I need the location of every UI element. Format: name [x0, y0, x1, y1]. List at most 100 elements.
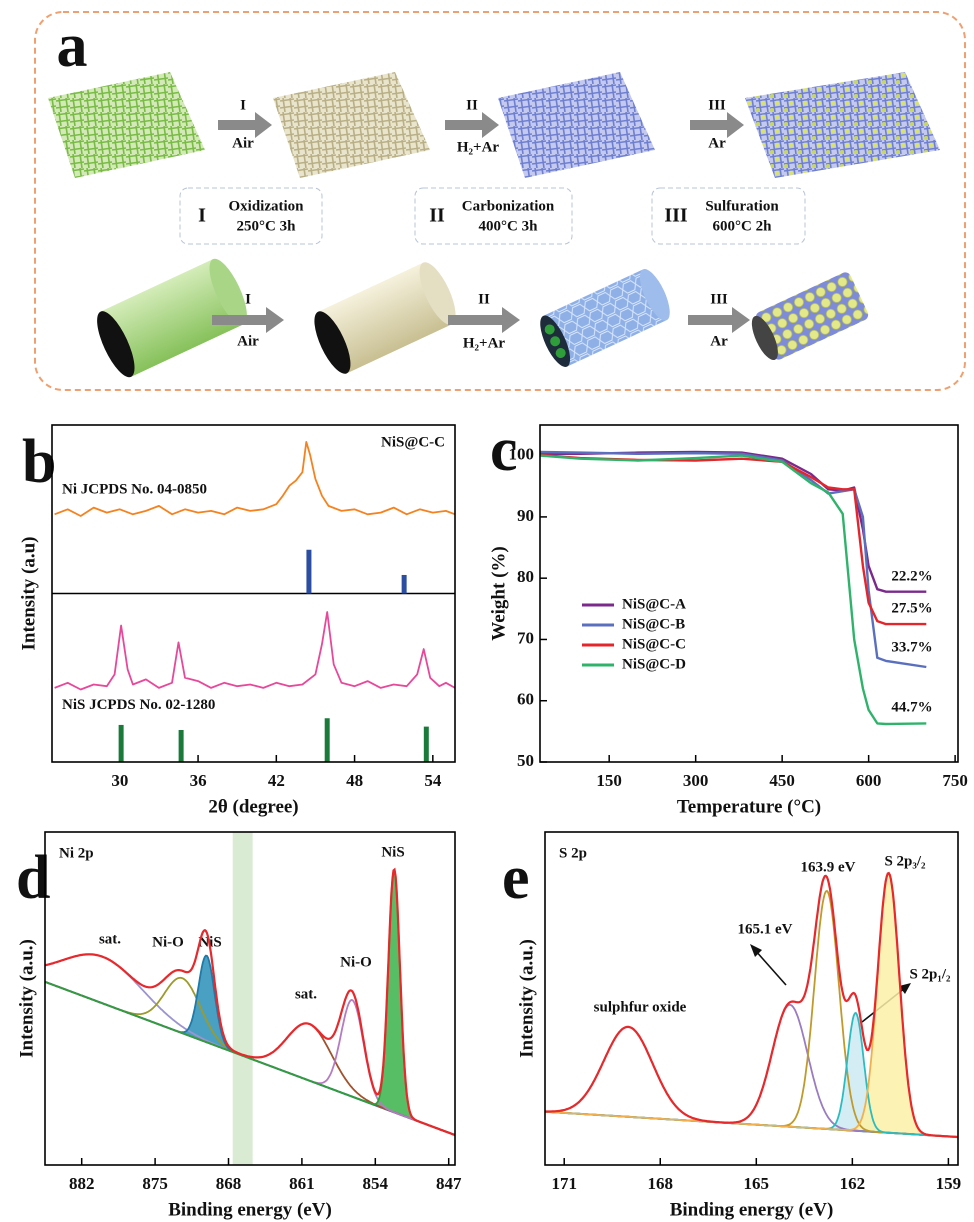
series-label: NiS@C-C	[381, 434, 445, 450]
y-tick-label: 50	[517, 751, 534, 770]
annotation: 33.7%	[891, 639, 932, 655]
spectrum-title: S 2p	[559, 845, 587, 861]
x-tick-label: 882	[69, 1174, 95, 1193]
fiber-mat	[273, 72, 430, 178]
figure: a I Air II H₂+Ar III Ar I Oxidization 25…	[0, 0, 974, 1222]
tga-curve	[540, 455, 926, 624]
x-tick-label: 36	[190, 771, 207, 790]
x-tick-label: 168	[648, 1174, 674, 1193]
peak-label: 163.9 eV	[801, 859, 856, 875]
y-tick-label: 90	[517, 506, 534, 525]
step-numeral: I	[245, 291, 251, 307]
arrow	[445, 112, 499, 138]
step-numeral: I	[198, 205, 206, 227]
x-tick-label: 300	[683, 771, 709, 790]
fiber-cylinder	[746, 270, 870, 365]
peak-label: S 2p₁/₂	[909, 966, 951, 982]
legend-label: NiS@C-A	[622, 596, 686, 612]
x-tick-label: 847	[436, 1174, 462, 1193]
x-axis-label: Binding energy (eV)	[670, 1199, 834, 1220]
step-name: Sulfuration	[705, 198, 779, 214]
y-axis-label: Intensity (a.u.)	[516, 939, 537, 1058]
arrow	[690, 112, 744, 138]
highlight-band	[233, 832, 253, 1165]
x-axis-label: Binding energy (eV)	[168, 1199, 332, 1220]
x-axis-label: Temperature (°C)	[677, 796, 821, 817]
step-numeral: III	[664, 205, 688, 227]
x-tick-label: 868	[216, 1174, 242, 1193]
y-tick-label: 100	[509, 445, 535, 464]
x-tick-label: 861	[289, 1174, 315, 1193]
peak-label: NiS	[381, 844, 404, 860]
gas: Ar	[710, 333, 728, 349]
step-name: Oxidization	[228, 198, 304, 214]
fiber-cylinder	[534, 265, 675, 371]
annotation: 27.5%	[891, 600, 932, 616]
panel-letter: e	[502, 844, 530, 912]
fiber-mat	[745, 72, 940, 178]
peak-label: S 2p₃/₂	[884, 853, 926, 869]
fiber-cylinder	[307, 258, 463, 379]
step-numeral: I	[240, 97, 246, 113]
step-name: Carbonization	[462, 198, 555, 214]
peak-label: sulphfur oxide	[594, 999, 687, 1015]
step-numeral: II	[466, 97, 478, 113]
step-numeral: III	[708, 97, 726, 113]
x-tick-label: 165	[744, 1174, 770, 1193]
peak-label: sat.	[99, 931, 121, 947]
panel-letter: a	[57, 12, 88, 80]
gas: Ar	[708, 135, 726, 151]
x-tick-label: 42	[268, 771, 285, 790]
xrd-curve	[55, 442, 455, 516]
peak-label: sat.	[295, 986, 317, 1002]
reference-label: NiS JCPDS No. 02-1280	[62, 697, 215, 713]
x-tick-label: 600	[856, 771, 882, 790]
gas: H₂+Ar	[463, 335, 506, 351]
gas: Air	[232, 135, 254, 151]
x-tick-label: 875	[142, 1174, 168, 1193]
step-numeral: II	[429, 205, 445, 227]
y-tick-label: 60	[517, 690, 534, 709]
x-axis-label: 2θ (degree)	[208, 796, 298, 817]
fiber-mat	[498, 72, 655, 178]
x-tick-label: 450	[769, 771, 795, 790]
gas: Air	[237, 333, 259, 349]
spectrum-title: Ni 2p	[59, 845, 94, 861]
x-tick-label: 750	[942, 771, 968, 790]
xrd-curve	[55, 612, 455, 690]
arrow	[448, 307, 520, 333]
arrow	[688, 307, 750, 333]
legend-label: NiS@C-B	[622, 616, 685, 632]
callout-arrow	[755, 950, 786, 985]
step-numeral: II	[478, 291, 490, 307]
gas: H₂+Ar	[457, 139, 500, 155]
step-numeral: III	[710, 291, 728, 307]
y-axis-label: Intensity (a.u.)	[16, 939, 37, 1058]
x-tick-label: 48	[346, 771, 363, 790]
x-tick-label: 54	[424, 771, 442, 790]
legend-label: NiS@C-D	[622, 656, 686, 672]
annotation: 22.2%	[891, 568, 932, 584]
annotation: 44.7%	[891, 699, 932, 715]
peak-label: Ni-O	[152, 934, 184, 950]
y-tick-label: 80	[517, 567, 534, 586]
y-tick-label: 70	[517, 628, 534, 647]
step-condition: 600°C 2h	[713, 218, 773, 234]
step-condition: 250°C 3h	[237, 218, 297, 234]
fiber-mat	[48, 72, 205, 178]
y-axis-label: Weight (%)	[488, 546, 509, 640]
x-tick-label: 150	[596, 771, 622, 790]
peak-label: 165.1 eV	[738, 921, 793, 937]
x-tick-label: 162	[840, 1174, 866, 1193]
x-tick-label: 159	[936, 1174, 962, 1193]
legend-label: NiS@C-C	[622, 636, 686, 652]
reference-label: Ni JCPDS No. 04-0850	[62, 481, 207, 497]
x-tick-label: 30	[111, 771, 128, 790]
peak-label: Ni-O	[340, 954, 372, 970]
y-axis-label: Intensity (a.u)	[18, 536, 39, 650]
x-tick-label: 171	[551, 1174, 577, 1193]
tga-curve	[540, 452, 926, 592]
scheme: a I Air II H₂+Ar III Ar I Oxidization 25…	[35, 12, 965, 390]
x-tick-label: 854	[363, 1174, 389, 1193]
arrow	[218, 112, 272, 138]
